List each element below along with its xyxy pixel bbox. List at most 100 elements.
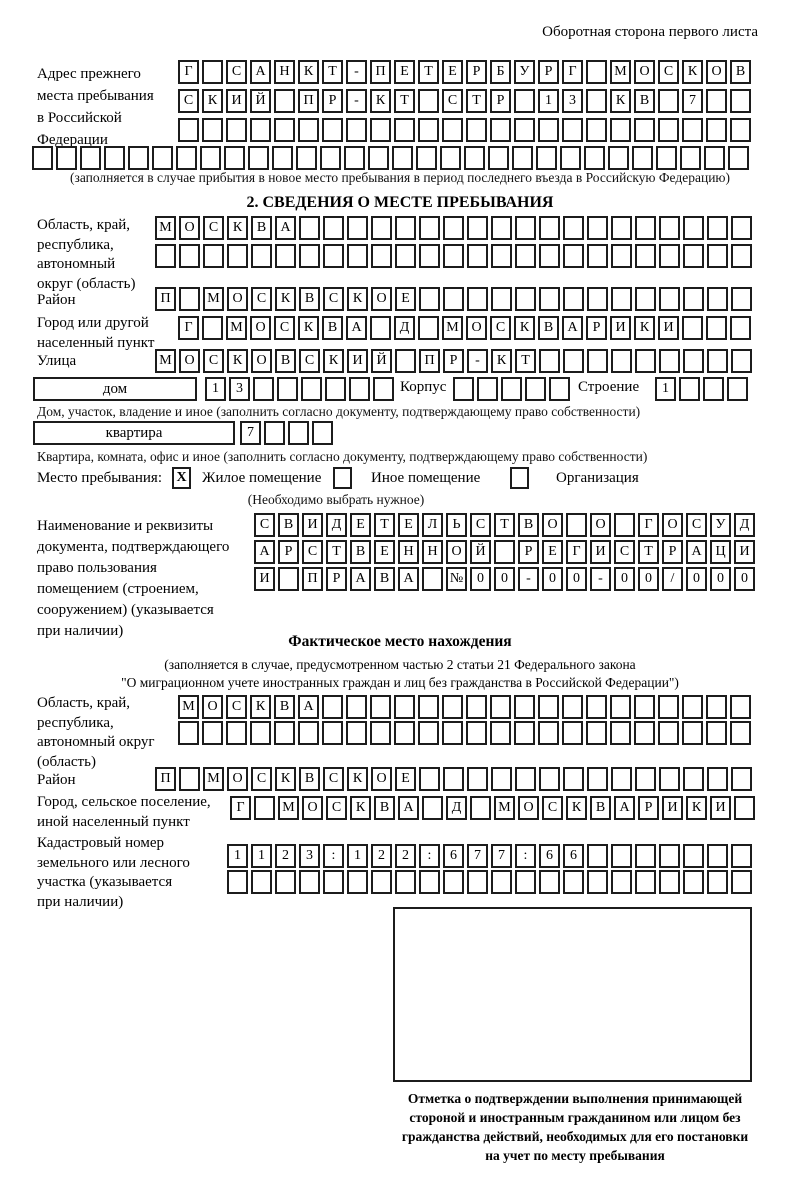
char-cell[interactable]: 7 <box>467 844 488 868</box>
char-cell[interactable]: В <box>374 567 395 591</box>
char-cell[interactable] <box>56 146 77 170</box>
char-cell[interactable] <box>707 244 728 268</box>
char-cell[interactable]: В <box>538 316 559 340</box>
char-cell[interactable]: О <box>371 287 392 311</box>
char-cell[interactable] <box>346 695 367 719</box>
char-cell[interactable] <box>250 721 271 745</box>
char-cell[interactable] <box>419 244 440 268</box>
char-cell[interactable] <box>202 60 223 84</box>
char-cell[interactable]: О <box>179 216 200 240</box>
char-cell[interactable] <box>443 244 464 268</box>
char-cell[interactable] <box>562 118 583 142</box>
char-cell[interactable] <box>707 349 728 373</box>
char-cell[interactable] <box>371 216 392 240</box>
char-cell[interactable]: Ц <box>710 540 731 564</box>
char-cell[interactable]: Н <box>398 540 419 564</box>
char-cell[interactable]: В <box>730 60 751 84</box>
char-cell[interactable] <box>683 870 704 894</box>
char-cell[interactable] <box>679 377 700 401</box>
char-cell[interactable] <box>274 721 295 745</box>
char-cell[interactable]: Г <box>562 60 583 84</box>
char-cell[interactable]: В <box>518 513 539 537</box>
char-cell[interactable] <box>704 146 725 170</box>
char-cell[interactable] <box>325 377 346 401</box>
char-cell[interactable] <box>277 377 298 401</box>
char-cell[interactable] <box>731 767 752 791</box>
char-cell[interactable]: О <box>227 287 248 311</box>
char-cell[interactable] <box>515 216 536 240</box>
char-cell[interactable]: К <box>323 349 344 373</box>
char-cell[interactable] <box>539 244 560 268</box>
char-cell[interactable] <box>347 216 368 240</box>
char-cell[interactable] <box>731 870 752 894</box>
char-cell[interactable] <box>477 377 498 401</box>
char-cell[interactable] <box>226 721 247 745</box>
char-cell[interactable] <box>514 89 535 113</box>
char-cell[interactable]: В <box>299 287 320 311</box>
char-cell[interactable] <box>278 567 299 591</box>
char-cell[interactable]: Р <box>278 540 299 564</box>
char-cell[interactable] <box>394 695 415 719</box>
char-cell[interactable]: К <box>566 796 587 820</box>
char-cell[interactable] <box>419 767 440 791</box>
char-cell[interactable]: О <box>446 540 467 564</box>
char-cell[interactable]: Е <box>398 513 419 537</box>
char-cell[interactable] <box>515 767 536 791</box>
char-cell[interactable] <box>683 216 704 240</box>
char-cell[interactable] <box>200 146 221 170</box>
char-cell[interactable] <box>490 721 511 745</box>
char-cell[interactable] <box>395 349 416 373</box>
char-cell[interactable]: Й <box>250 89 271 113</box>
char-cell[interactable] <box>659 844 680 868</box>
char-cell[interactable] <box>416 146 437 170</box>
char-cell[interactable]: Е <box>394 60 415 84</box>
char-cell[interactable] <box>634 721 655 745</box>
char-cell[interactable] <box>467 216 488 240</box>
char-cell[interactable]: О <box>706 60 727 84</box>
char-cell[interactable] <box>347 244 368 268</box>
char-cell[interactable] <box>248 146 269 170</box>
cadastral-row-2[interactable] <box>227 870 752 894</box>
char-cell[interactable] <box>610 695 631 719</box>
char-cell[interactable] <box>202 316 223 340</box>
char-cell[interactable] <box>203 244 224 268</box>
char-cell[interactable] <box>179 767 200 791</box>
char-cell[interactable] <box>566 513 587 537</box>
char-cell[interactable] <box>706 721 727 745</box>
char-cell[interactable]: 2 <box>395 844 416 868</box>
char-cell[interactable] <box>611 216 632 240</box>
char-cell[interactable]: В <box>634 89 655 113</box>
char-cell[interactable] <box>514 721 535 745</box>
char-cell[interactable] <box>682 721 703 745</box>
char-cell[interactable] <box>515 244 536 268</box>
char-cell[interactable] <box>298 118 319 142</box>
char-cell[interactable] <box>539 767 560 791</box>
char-cell[interactable] <box>491 287 512 311</box>
char-cell[interactable] <box>322 695 343 719</box>
char-cell[interactable]: 0 <box>470 567 491 591</box>
char-cell[interactable] <box>368 146 389 170</box>
char-cell[interactable]: 6 <box>539 844 560 868</box>
char-cell[interactable]: И <box>347 349 368 373</box>
char-cell[interactable]: С <box>614 540 635 564</box>
char-cell[interactable]: - <box>346 60 367 84</box>
char-cell[interactable]: Р <box>638 796 659 820</box>
char-cell[interactable]: Т <box>394 89 415 113</box>
char-cell[interactable] <box>683 844 704 868</box>
char-cell[interactable] <box>104 146 125 170</box>
char-cell[interactable]: - <box>590 567 611 591</box>
char-cell[interactable]: 3 <box>229 377 250 401</box>
char-cell[interactable] <box>466 118 487 142</box>
char-cell[interactable] <box>611 287 632 311</box>
char-cell[interactable] <box>730 118 751 142</box>
char-cell[interactable]: М <box>226 316 247 340</box>
char-cell[interactable] <box>275 870 296 894</box>
char-cell[interactable] <box>419 216 440 240</box>
char-cell[interactable]: В <box>299 767 320 791</box>
char-cell[interactable]: Т <box>515 349 536 373</box>
char-cell[interactable] <box>659 287 680 311</box>
checkbox-organization[interactable] <box>510 467 529 489</box>
char-cell[interactable]: Р <box>443 349 464 373</box>
char-cell[interactable] <box>514 695 535 719</box>
